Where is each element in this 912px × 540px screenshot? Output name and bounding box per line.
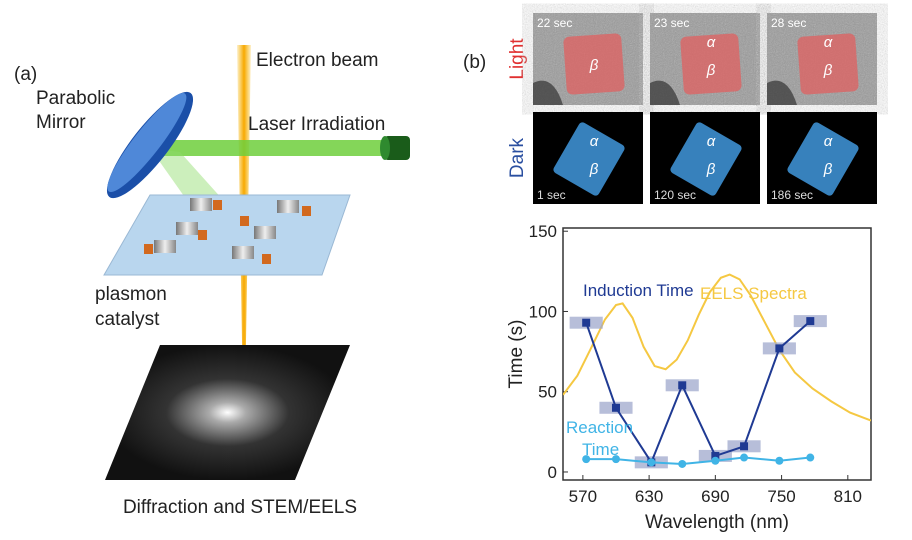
row-label: Dark <box>507 137 528 178</box>
micrograph: 28 sec αβ <box>767 13 877 105</box>
line <box>585 320 811 465</box>
phase-label: α <box>590 133 599 150</box>
crystal <box>670 122 742 196</box>
x-tick-label: 630 <box>635 487 663 506</box>
phase-label: β <box>589 161 599 178</box>
point <box>806 453 815 462</box>
mirror-label: Parabolic Mirror <box>36 88 115 133</box>
point <box>775 456 784 465</box>
line <box>563 273 871 422</box>
detector-label: Diffraction and STEM/EELS <box>123 497 357 518</box>
micrograph: 186 sec αβ <box>767 112 877 204</box>
panel-label: (b) <box>463 52 486 73</box>
time-label: 23 sec <box>654 16 689 30</box>
x-tick-label: 570 <box>569 487 597 506</box>
parabolic-mirror <box>106 91 194 199</box>
time-label: 1 sec <box>537 188 566 202</box>
x-tick-label: 750 <box>767 487 795 506</box>
panel-label: (a) <box>14 64 37 85</box>
crystal <box>787 122 859 196</box>
crystal <box>553 122 625 196</box>
catalyst-plate <box>103 194 351 276</box>
point <box>582 455 591 464</box>
chart: 570 630 690 750 810 0 50 100 150 Wavelength (nm) T… <box>506 222 872 533</box>
phase-label: α <box>824 133 833 150</box>
panel-a: (a) Electron beam Laser Irradiation Para… <box>14 45 410 518</box>
micrograph: 23 sec αβ <box>650 13 760 105</box>
phase-label: β <box>823 62 833 79</box>
time-label: 28 sec <box>771 16 806 30</box>
series <box>582 453 815 468</box>
phase-label: α <box>707 34 716 51</box>
point <box>582 318 591 327</box>
phase-label: β <box>823 161 833 178</box>
point <box>740 453 749 462</box>
laser-beam <box>150 140 395 156</box>
point <box>711 451 720 460</box>
image-shadow <box>650 80 680 105</box>
micrograph: 22 sec β <box>533 13 643 105</box>
micrograph: 120 sec αβ <box>650 112 760 204</box>
crystal <box>797 33 859 95</box>
point <box>775 344 784 353</box>
x-tick-label: 810 <box>834 487 862 506</box>
beam-label: Electron beam <box>256 50 379 71</box>
plot-frame <box>562 227 872 481</box>
time-label: 186 sec <box>771 188 813 202</box>
phase-label: α <box>707 133 716 150</box>
micrograph: 1 sec αβ <box>533 112 643 204</box>
y-axis-label: Time (s) <box>506 320 527 389</box>
crystal <box>680 33 742 95</box>
image-shadow <box>767 80 797 105</box>
y-tick-label: 100 <box>529 302 557 321</box>
series-label: Induction Time <box>583 281 694 300</box>
point <box>647 458 656 467</box>
crystal <box>563 33 625 95</box>
x-axis-label: Wavelength (nm) <box>645 512 789 533</box>
series <box>569 315 827 469</box>
y-tick-label: 50 <box>538 383 557 402</box>
series-label: EELS Spectra <box>700 284 807 303</box>
row-label: Light <box>507 38 528 80</box>
x-tick-label: 690 <box>701 487 729 506</box>
y-tick-label: 0 <box>548 463 557 482</box>
diffraction-plane <box>105 345 350 480</box>
phase-label: β <box>706 62 716 79</box>
time-label: 120 sec <box>654 188 696 202</box>
catalyst-label: plasmon catalyst <box>95 284 167 330</box>
point <box>678 459 687 468</box>
laser-source <box>380 136 410 160</box>
point <box>740 442 749 451</box>
point <box>611 455 620 464</box>
point <box>711 456 720 465</box>
series-label: Reaction Time <box>566 418 633 459</box>
y-tick-label: 150 <box>529 222 557 241</box>
catalyst-particles <box>144 198 311 264</box>
phase-label: β <box>589 57 599 74</box>
time-label: 22 sec <box>537 16 572 30</box>
laser-label: Laser Irradiation <box>248 114 385 135</box>
point <box>611 403 620 412</box>
point <box>806 317 815 326</box>
phase-label: β <box>706 161 716 178</box>
line <box>586 456 811 465</box>
series <box>563 273 871 422</box>
point <box>678 381 687 390</box>
phase-label: α <box>824 34 833 51</box>
image-shadow <box>533 80 563 105</box>
